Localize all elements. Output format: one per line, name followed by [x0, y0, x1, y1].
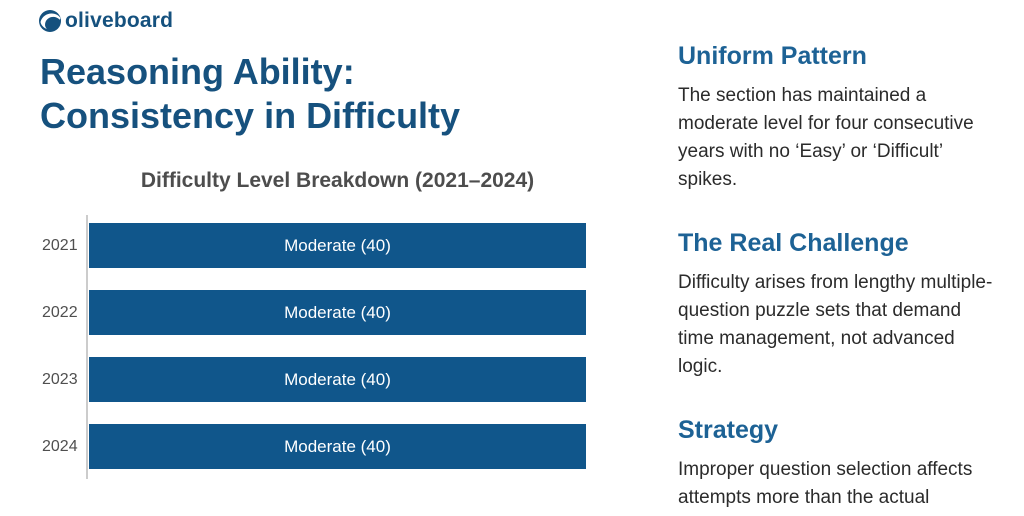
bar-row-2024: 2024 Moderate (40) — [40, 424, 586, 469]
page-title-line2: Consistency in Difficulty — [40, 95, 461, 136]
section-strategy: Strategy Improper question selection aff… — [678, 416, 1002, 516]
page-title-line1: Reasoning Ability: — [40, 51, 355, 92]
section-body: Difficulty arises from lengthy multiple-… — [678, 272, 993, 377]
oliveboard-logo: oliveboard — [38, 9, 173, 33]
bar-value-label: Moderate (40) — [284, 235, 391, 255]
difficulty-bar-chart: 2021 Moderate (40) 2022 Moderate (40) 20… — [40, 215, 586, 479]
page-title: Reasoning Ability: Consistency in Diffic… — [40, 50, 460, 138]
section-heading: Uniform Pattern — [678, 42, 867, 70]
section-heading: The Real Challenge — [678, 229, 909, 257]
bar-track: Moderate (40) — [89, 223, 586, 268]
section-body: Improper question selection affects atte… — [678, 459, 973, 516]
section-uniform-pattern: Uniform Pattern The section has maintain… — [678, 42, 1002, 194]
year-tick-label: 2024 — [42, 437, 78, 455]
bar-row-2022: 2022 Moderate (40) — [40, 290, 586, 335]
bar-2022: Moderate (40) — [89, 290, 586, 335]
oliveboard-logo-text: oliveboard — [65, 9, 174, 32]
insights-column: Uniform Pattern The section has maintain… — [678, 42, 1002, 516]
chart-title: Difficulty Level Breakdown (2021–2024) — [140, 169, 535, 192]
year-tick-label: 2021 — [42, 236, 78, 254]
y-axis-line — [86, 215, 88, 479]
section-body: The section has maintained a moderate le… — [678, 85, 974, 190]
bar-2023: Moderate (40) — [89, 357, 586, 402]
bar-row-2023: 2023 Moderate (40) — [40, 357, 586, 402]
bar-2021: Moderate (40) — [89, 223, 586, 268]
year-tick-label: 2023 — [42, 370, 78, 388]
bar-value-label: Moderate (40) — [284, 369, 391, 389]
bar-2024: Moderate (40) — [89, 424, 586, 469]
oliveboard-logo-icon — [39, 10, 61, 32]
bar-value-label: Moderate (40) — [284, 302, 391, 322]
bar-track: Moderate (40) — [89, 424, 586, 469]
bar-track: Moderate (40) — [89, 290, 586, 335]
section-heading: Strategy — [678, 416, 779, 444]
section-real-challenge: The Real Challenge Difficulty arises fro… — [678, 229, 1002, 381]
bar-track: Moderate (40) — [89, 357, 586, 402]
bar-row-2021: 2021 Moderate (40) — [40, 223, 586, 268]
year-tick-label: 2022 — [42, 303, 78, 321]
bar-value-label: Moderate (40) — [284, 436, 391, 456]
